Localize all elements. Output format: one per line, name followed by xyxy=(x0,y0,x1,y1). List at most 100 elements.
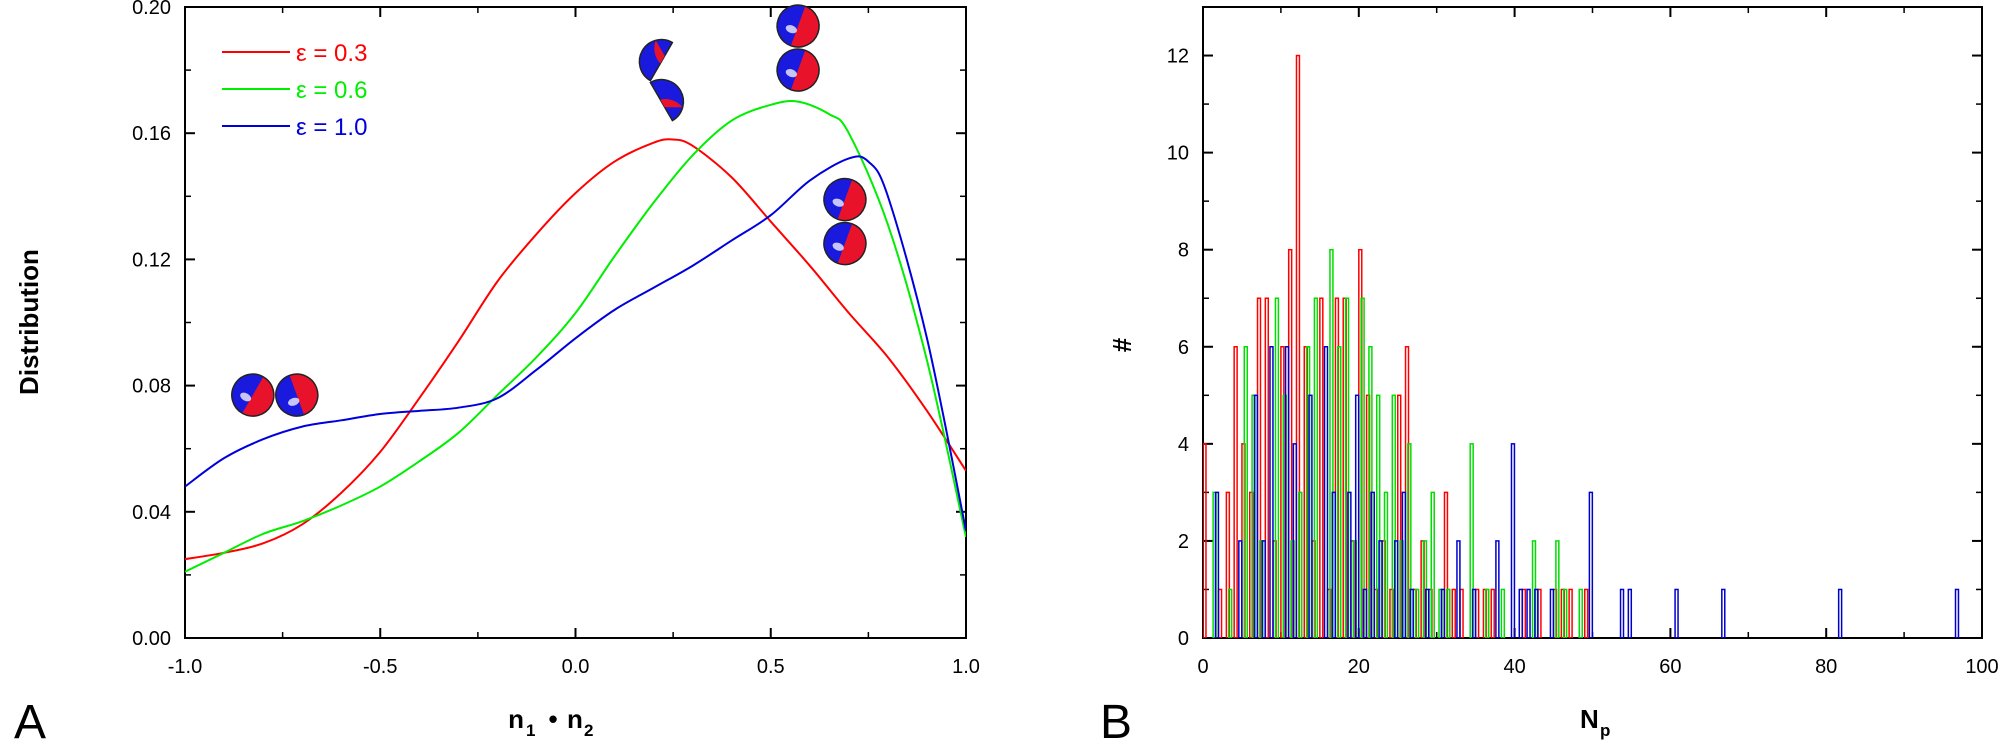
chart-b-bar-series-2 xyxy=(1440,588,1446,638)
chart-b-bar-series-2 xyxy=(1588,491,1594,638)
chart-a-y-tick-label: 0.08 xyxy=(132,376,171,398)
chart-b-bar-series-1 xyxy=(1274,297,1280,638)
chart-b-bar-series-1 xyxy=(1375,394,1381,638)
sphere-cap-icon xyxy=(638,38,674,82)
chart-b-bar-series-0 xyxy=(1225,491,1231,638)
bent-sphere-pair-icon xyxy=(638,38,685,122)
chart-b-bar-series-1 xyxy=(1430,491,1435,638)
sphere-icon xyxy=(823,177,867,222)
chart-a-series-line-2 xyxy=(185,155,966,531)
chart-a-y-tick-label: 0.00 xyxy=(132,628,171,650)
chart-b-xlabel-main: N xyxy=(1580,704,1599,734)
chart-a-xlabel-right: n xyxy=(567,704,583,734)
chart-b-y-tick-label: 2 xyxy=(1178,531,1189,553)
chart-a-y-tick-label: 0.12 xyxy=(132,249,171,271)
chart-a-series-line-1 xyxy=(185,100,966,573)
chart-a-x-tick-label: 0.5 xyxy=(757,656,785,678)
chart-b-bar-series-2 xyxy=(1518,588,1523,638)
chart-a-xlabel-left: n xyxy=(508,704,524,734)
chart-b-bar-series-1 xyxy=(1298,491,1303,638)
chart-a-x-tick-label: -1.0 xyxy=(168,656,202,678)
side-by-side-spheres-icon xyxy=(231,373,319,417)
chart-b-bar-series-1 xyxy=(1329,248,1334,638)
chart-b-bar-series-0 xyxy=(1397,394,1402,638)
chart-a-lines xyxy=(185,100,966,573)
chart-a-x-ticks: -1.0 -0.5 0.0 0.5 1.0 xyxy=(168,7,980,678)
chart-b-y-tick-label: 8 xyxy=(1178,240,1189,262)
chart-b-bar-series-2 xyxy=(1510,443,1516,638)
chart-b-bar-series-1 xyxy=(1414,588,1420,638)
chart-b-bar-series-1 xyxy=(1391,394,1397,638)
chart-b-bar-series-2 xyxy=(1471,588,1477,638)
chart-b-bar-series-2 xyxy=(1401,491,1407,638)
chart-b-bar-series-2 xyxy=(1253,394,1259,638)
chart-b-bar-series-1 xyxy=(1446,588,1451,638)
chart-b-y-tick-label: 6 xyxy=(1178,337,1189,359)
sphere-icon xyxy=(275,373,319,417)
chart-b-y-tick-label: 4 xyxy=(1178,434,1189,456)
chart-a-y-ticks: 0.00 0.04 0.08 0.12 0.16 0.20 xyxy=(132,0,966,650)
chart-b-bar-series-0 xyxy=(1319,297,1324,638)
chart-a-panel-label: A xyxy=(14,696,46,749)
chart-a-x-tick-label: 0.0 xyxy=(562,656,590,678)
chart-b-x-tick-label: 80 xyxy=(1815,656,1837,678)
chart-b-bar-series-1 xyxy=(1485,588,1490,638)
chart-b-bar-series-0 xyxy=(1233,346,1238,638)
chart-b-y-tick-label: 12 xyxy=(1167,46,1189,68)
chart-b-y-ticks: 0 2 4 6 8 10 12 xyxy=(1167,6,1982,650)
chart-b-bar-series-2 xyxy=(1837,588,1843,638)
chart-b-bar-series-2 xyxy=(1456,540,1461,638)
chart-b-bar-series-2 xyxy=(1378,540,1383,638)
chart-b-xlabel-sub: p xyxy=(1600,721,1610,740)
chart-b-bar-series-2 xyxy=(1323,346,1329,638)
chart-b-bar-series-1 xyxy=(1469,443,1474,638)
chart-a-y-tick-label: 0.16 xyxy=(132,123,171,145)
chart-b-bar-series-2 xyxy=(1331,491,1337,638)
stacked-spheres-icon xyxy=(823,177,867,266)
chart-b-bar-series-2 xyxy=(1370,491,1375,638)
chart-b-bar-series-2 xyxy=(1549,588,1555,638)
chart-b-bar-series-2 xyxy=(1261,540,1266,638)
chart-b-bar-series-1 xyxy=(1578,588,1583,638)
chart-b-x-tick-label: 0 xyxy=(1197,656,1208,678)
chart-b-x-tick-label: 100 xyxy=(1965,656,1998,678)
chart-b-bar-series-2 xyxy=(1409,588,1414,638)
chart-b-bar-series-2 xyxy=(1627,588,1633,638)
chart-b-x-tick-label: 60 xyxy=(1659,656,1681,678)
chart-b-x-axis-title: N p xyxy=(1580,704,1610,740)
sphere-icon xyxy=(231,373,275,417)
chart-b-bar-series-1 xyxy=(1500,588,1506,638)
chart-b-bar-series-2 xyxy=(1347,491,1352,638)
chart-b-bar-series-2 xyxy=(1674,588,1679,638)
chart-b-bar-series-1 xyxy=(1383,491,1389,638)
chart-a-series-line-0 xyxy=(185,138,966,561)
chart-b-bar-series-2 xyxy=(1284,346,1290,638)
chart-b: 0 20 40 60 80 100 0 2 4 6 8 10 12 # N p B xyxy=(1100,6,1999,749)
chart-b-bar-series-1 xyxy=(1243,346,1248,638)
chart-b-bar-series-2 xyxy=(1495,540,1500,638)
chart-b-y-axis-title: # xyxy=(1107,337,1137,352)
chart-b-bar-series-2 xyxy=(1214,491,1220,638)
chart-b-bar-series-1 xyxy=(1227,588,1233,638)
chart-b-bar-series-0 xyxy=(1583,588,1589,638)
chart-b-bar-series-1 xyxy=(1562,588,1568,638)
chart-b-panel-label: B xyxy=(1100,696,1132,749)
chart-b-bar-series-2 xyxy=(1425,588,1430,638)
chart-b-bar-series-0 xyxy=(1295,54,1301,638)
chart-b-bar-series-0 xyxy=(1264,297,1270,638)
chart-b-bar-series-2 xyxy=(1619,588,1625,638)
chart-b-bar-series-1 xyxy=(1337,346,1342,638)
chart-b-bar-series-2 xyxy=(1354,394,1360,638)
chart-b-bar-series-1 xyxy=(1344,297,1350,638)
chart-b-bar-series-0 xyxy=(1203,443,1207,638)
chart-a-x-axis-title: n 1 • n 2 xyxy=(508,704,593,740)
chart-a-x-tick-label: -0.5 xyxy=(363,656,397,678)
sphere-icon xyxy=(823,221,867,266)
chart-a-xlabel-dot: • xyxy=(548,704,557,734)
chart-a-x-tick-label: 1.0 xyxy=(952,656,980,678)
chart-a-legend-label-0: ε = 0.3 xyxy=(296,40,367,67)
chart-b-bar-series-2 xyxy=(1292,443,1298,638)
chart-b-bar-series-0 xyxy=(1443,491,1449,638)
chart-b-x-tick-label: 40 xyxy=(1503,656,1525,678)
